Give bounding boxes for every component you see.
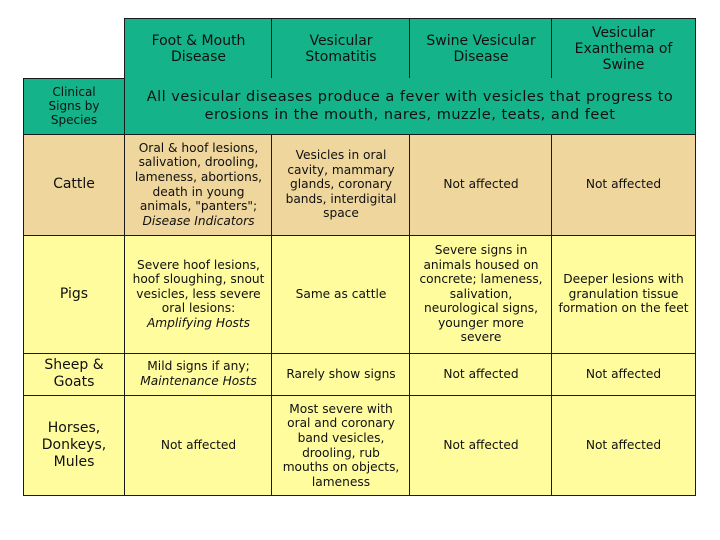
- grid-line-v-right: [695, 18, 696, 496]
- horses-vs: Most severe with oral and coronary band …: [272, 395, 410, 496]
- pigs-vs: Same as cattle: [272, 235, 410, 353]
- grid-line-v2a: [271, 18, 272, 78]
- cattle-fmd-text: Oral & hoof lesions, salivation, droolin…: [134, 140, 263, 214]
- grid-line-v-left: [23, 78, 24, 496]
- header-ves: Vesicular Exanthema of Swine: [552, 19, 695, 78]
- grid-line-top-label: [23, 78, 125, 79]
- cattle-svd: Not affected: [410, 134, 552, 235]
- cattle-vs: Vesicles in oral cavity, mammary glands,…: [272, 134, 410, 235]
- grid-line-v2b: [271, 134, 272, 496]
- grid-line-h2: [23, 134, 695, 135]
- cattle-fmd: Oral & hoof lesions, salivation, droolin…: [125, 134, 272, 235]
- horses-ves: Not affected: [552, 395, 695, 496]
- grid-line-v4b: [551, 134, 552, 496]
- grid-line-v3a: [409, 18, 410, 78]
- pigs-ves: Deeper lesions with granulation tissue f…: [552, 235, 695, 353]
- row-label-pigs: Pigs: [23, 235, 125, 353]
- row-label-cattle: Cattle: [23, 134, 125, 235]
- pigs-svd: Severe signs in animals housed on concre…: [410, 235, 552, 353]
- pigs-fmd-text: Severe hoof lesions, hoof sloughing, sno…: [132, 257, 265, 316]
- header-fmd: Foot & Mouth Disease: [125, 19, 272, 78]
- row-label-horses: Horses, Donkeys, Mules: [23, 395, 125, 496]
- sheep-ves: Not affected: [552, 353, 695, 395]
- header-svd: Swine Vesicular Disease: [410, 19, 552, 78]
- grid-line-bottom: [23, 495, 695, 496]
- pigs-fmd-role: Amplifying Hosts: [146, 315, 251, 330]
- grid-line-top-header: [125, 18, 695, 19]
- header-vs: Vesicular Stomatitis: [272, 19, 410, 78]
- horses-svd: Not affected: [410, 395, 552, 496]
- cattle-fmd-role: Disease Indicators: [142, 213, 255, 228]
- sheep-fmd-text: Mild signs if any;: [147, 359, 250, 374]
- grid-line-v1: [124, 18, 125, 496]
- grid-line-v4a: [551, 18, 552, 78]
- pigs-fmd: Severe hoof lesions, hoof sloughing, sno…: [125, 235, 272, 353]
- grid-line-h4: [23, 353, 695, 354]
- cattle-ves: Not affected: [552, 134, 695, 235]
- clinical-signs-label: Clinical Signs by Species: [23, 78, 125, 134]
- grid-line-h3: [23, 235, 695, 236]
- row-label-sheep-goats: Sheep & Goats: [23, 353, 125, 395]
- sheep-fmd: Mild signs if any; Maintenance Hosts: [125, 353, 272, 395]
- grid-line-h5: [23, 395, 695, 396]
- all-diseases-summary: All vesicular diseases produce a fever w…: [125, 78, 695, 134]
- horses-fmd: Not affected: [125, 395, 272, 496]
- sheep-fmd-role: Maintenance Hosts: [140, 374, 257, 388]
- sheep-svd: Not affected: [410, 353, 552, 395]
- sheep-vs: Rarely show signs: [272, 353, 410, 395]
- grid-line-v3b: [409, 134, 410, 496]
